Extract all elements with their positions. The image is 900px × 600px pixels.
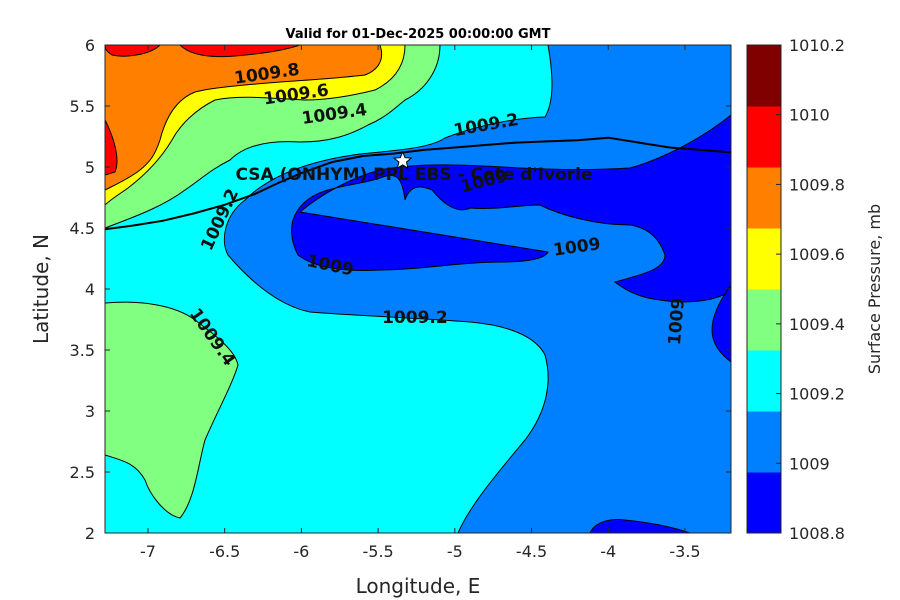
colorbar-tick-label: 1009.2 (789, 385, 845, 404)
region-1008-8-east (711, 284, 731, 363)
colorbar-level (747, 106, 781, 168)
colorbar-tick-label: 1010.2 (789, 36, 845, 55)
x-tick-label: -6 (293, 542, 309, 561)
x-axis-ticks: -7 -6.5 -6 -5.5 -5 -4.5 -4 -3.5 (140, 45, 701, 561)
colorbar-level (747, 472, 781, 534)
colorbar-level (747, 411, 781, 473)
region-1010-0-corner (105, 45, 161, 57)
x-tick-label: -4.5 (516, 542, 547, 561)
region-1009-8 (105, 45, 383, 191)
colorbar-frame (746, 44, 782, 534)
region-1009-0 (223, 45, 731, 533)
colorbar-label: Surface Pressure, mb (865, 204, 884, 374)
x-axis-label: Longitude, E (356, 574, 481, 598)
site-label: CSA (ONHYM) PPL EBS - Cote d'Ivorie (235, 165, 592, 185)
colorbar-tick-label: 1009.6 (789, 245, 845, 264)
colorbar-tick-label: 1008.8 (789, 524, 845, 543)
contour-fill-regions (105, 45, 731, 533)
colorbar-tick-label: 1009.4 (789, 315, 845, 334)
y-tick-label: 2 (85, 524, 95, 543)
colorbar-level (747, 228, 781, 290)
colorbar-ticks: 1010.2 1010 1009.8 1009.6 1009.4 1009.2 1009 10… (776, 36, 845, 543)
x-tick-label: -4 (600, 542, 616, 561)
y-axis-ticks: 2 2.5 3 3.5 4 4.5 5 5.5 6 (70, 36, 731, 543)
y-tick-label: 4.5 (70, 219, 95, 238)
contour-label: 1009 (665, 297, 689, 346)
coastline-line (105, 136, 731, 231)
x-tick-label: -6.5 (209, 542, 240, 561)
colorbar-level (747, 45, 781, 107)
y-axis-label: Latitude, N (29, 234, 53, 344)
star-icon (392, 150, 413, 170)
region-1010-0-west (105, 119, 118, 176)
y-tick-label: 5.5 (70, 97, 95, 116)
x-tick-label: -7 (140, 542, 156, 561)
colorbar-tick-label: 1009.8 (789, 175, 845, 194)
y-tick-label: 2.5 (70, 463, 95, 482)
coastline (105, 136, 731, 231)
x-tick-label: -3.5 (669, 542, 700, 561)
region-1010-0-north (179, 45, 301, 58)
colorbar-level (747, 167, 781, 229)
colorbar-level (747, 350, 781, 412)
y-tick-label: 5 (85, 158, 95, 177)
colorbar (747, 45, 781, 534)
y-tick-label: 3.5 (70, 341, 95, 360)
region-1009-4-south (105, 301, 239, 519)
region-1008-8-core (291, 114, 731, 303)
chart-title: Valid for 01-Dec-2025 00:00:00 GMT (286, 27, 551, 42)
y-tick-label: 6 (85, 36, 95, 55)
x-tick-label: -5 (447, 542, 463, 561)
y-tick-label: 3 (85, 402, 95, 421)
contour-label: 1009.2 (382, 308, 448, 328)
site-marker: CSA (ONHYM) PPL EBS - Cote d'Ivorie (235, 150, 593, 185)
x-tick-label: -5.5 (362, 542, 393, 561)
colorbar-level (747, 289, 781, 351)
y-tick-label: 4 (85, 280, 95, 299)
region-1008-8-south (589, 519, 691, 533)
colorbar-tick-label: 1010 (789, 106, 830, 125)
colorbar-tick-label: 1009 (789, 454, 830, 473)
